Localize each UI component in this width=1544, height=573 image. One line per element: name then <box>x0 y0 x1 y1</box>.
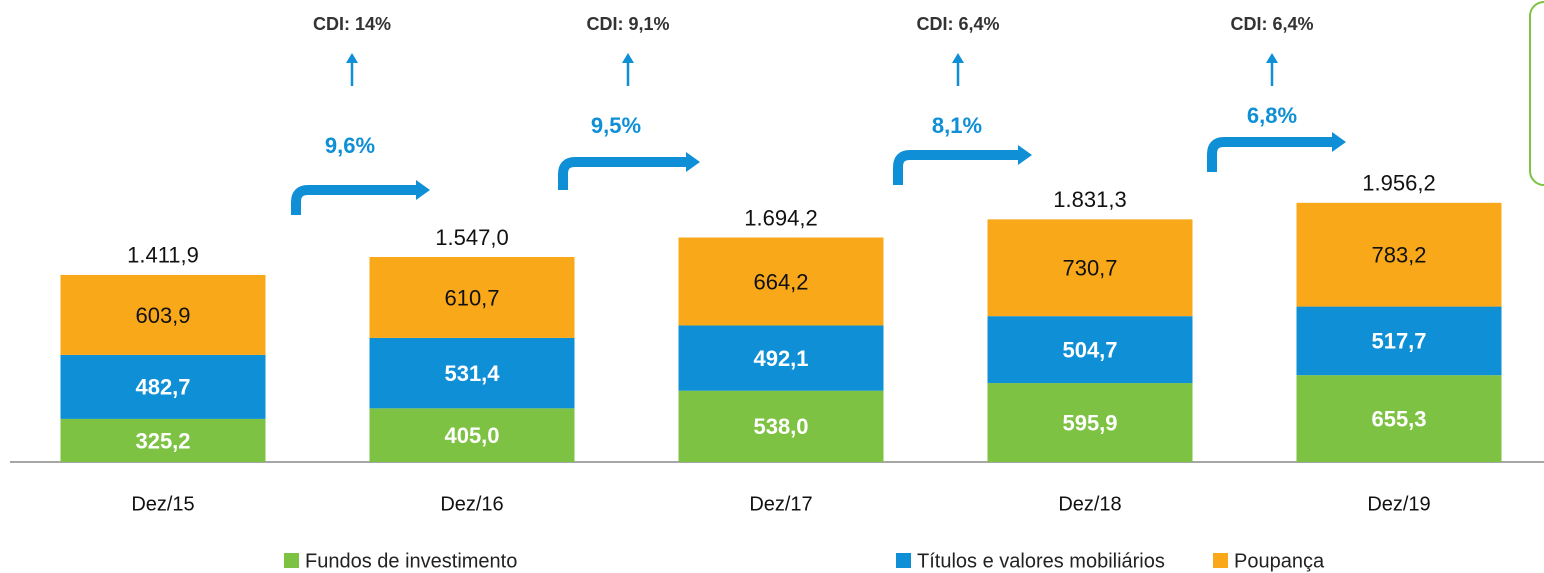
legend-swatch <box>1213 553 1228 568</box>
bar-segment <box>60 354 266 419</box>
bar-segment <box>1296 306 1502 376</box>
total-label: 1.547,0 <box>435 225 508 250</box>
growth-label: 8,1% <box>932 113 982 138</box>
growth-arrow <box>893 150 1020 185</box>
value-label: 538,0 <box>753 414 808 439</box>
bar-segment <box>987 383 1193 462</box>
x-tick-label: Dez/15 <box>131 493 194 515</box>
total-label: 1.956,2 <box>1362 171 1435 196</box>
x-tick-label: Dez/19 <box>1367 493 1430 515</box>
cdi-arrow-head <box>952 53 964 63</box>
legend-label: Fundos de investimento <box>305 550 517 572</box>
bar-segment <box>678 237 884 326</box>
legend-swatch <box>896 553 911 568</box>
value-label: 492,1 <box>753 346 808 371</box>
total-label: 1.694,2 <box>744 205 817 230</box>
x-tick-label: Dez/16 <box>440 493 503 515</box>
value-label: 405,0 <box>444 423 499 448</box>
value-label: 603,9 <box>135 303 190 328</box>
value-label: 783,2 <box>1371 243 1426 268</box>
x-tick-label: Dez/18 <box>1058 493 1121 515</box>
bar-segment <box>369 408 575 462</box>
bar-segment <box>1296 375 1502 462</box>
bar-segment <box>369 257 575 338</box>
value-label: 730,7 <box>1062 256 1117 281</box>
cdi-arrow-head <box>622 53 634 63</box>
growth-arrow <box>558 157 688 190</box>
value-label: 482,7 <box>135 375 190 400</box>
value-label: 504,7 <box>1062 337 1117 362</box>
cdi-arrow-head <box>1266 53 1278 63</box>
growth-arrow-head <box>416 180 430 200</box>
bar-segment <box>369 337 575 409</box>
legend-label: Poupança <box>1234 550 1325 572</box>
total-label: 1.831,3 <box>1053 187 1126 212</box>
value-label: 655,3 <box>1371 406 1426 431</box>
growth-arrow <box>1207 137 1334 172</box>
bar-segment <box>60 274 266 355</box>
value-label: 664,2 <box>753 269 808 294</box>
cdi-label: CDI: 6,4% <box>1230 14 1313 34</box>
bar-segment <box>60 418 266 462</box>
cdi-label: CDI: 6,4% <box>916 14 999 34</box>
cdi-label: CDI: 9,1% <box>586 14 669 34</box>
bar-segment <box>987 219 1193 317</box>
value-label: 517,7 <box>1371 329 1426 354</box>
growth-label: 9,5% <box>591 113 641 138</box>
growth-arrow-head <box>686 152 700 172</box>
side-box <box>1529 1 1544 186</box>
bar-segment <box>678 390 884 462</box>
growth-arrow-head <box>1018 145 1032 165</box>
cdi-arrow-head <box>346 53 358 63</box>
value-label: 531,4 <box>444 361 500 386</box>
legend-swatch <box>284 553 299 568</box>
bar-segment <box>987 316 1193 384</box>
growth-label: 6,8% <box>1247 103 1297 128</box>
legend-label: Títulos e valores mobiliários <box>917 550 1165 572</box>
bar-segment <box>1296 202 1502 307</box>
value-label: 325,2 <box>135 428 190 453</box>
value-label: 610,7 <box>444 285 499 310</box>
total-label: 1.411,9 <box>127 243 199 268</box>
growth-arrow <box>291 185 418 215</box>
cdi-label: CDI: 14% <box>313 14 391 34</box>
growth-label: 9,6% <box>325 133 375 158</box>
bar-segment <box>678 325 884 391</box>
growth-arrow-head <box>1332 132 1346 152</box>
value-label: 595,9 <box>1062 410 1117 435</box>
x-tick-label: Dez/17 <box>749 493 812 515</box>
